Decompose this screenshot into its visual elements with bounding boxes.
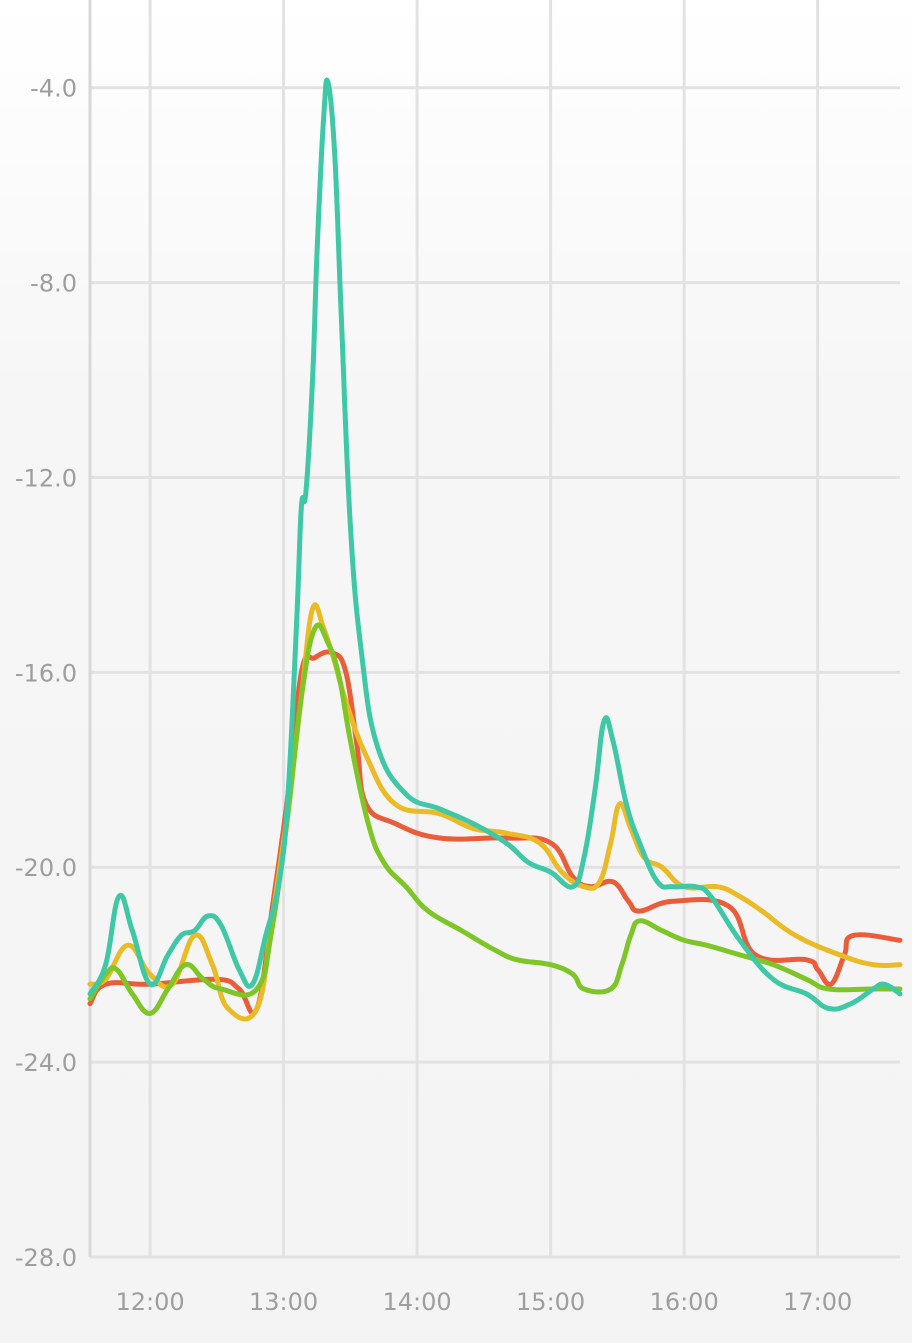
x-tick-label: 15:00 xyxy=(516,1288,585,1316)
series-line xyxy=(87,622,903,1016)
y-tick-label: -12.0 xyxy=(15,464,77,492)
x-tick-label: 12:00 xyxy=(115,1288,184,1316)
y-tick-label: -8.0 xyxy=(30,270,77,298)
y-tick-label: -28.0 xyxy=(15,1244,77,1272)
series-line xyxy=(87,77,903,1012)
x-tick-label: 17:00 xyxy=(783,1288,852,1316)
grid xyxy=(90,0,900,1259)
y-tick-label: -4.0 xyxy=(30,75,77,103)
x-tick-label: 14:00 xyxy=(383,1288,452,1316)
series-group xyxy=(87,77,903,1022)
y-tick-label: -16.0 xyxy=(15,659,77,687)
series-line xyxy=(87,602,903,1022)
x-tick-label: 16:00 xyxy=(650,1288,719,1316)
y-tick-label: -24.0 xyxy=(15,1049,77,1077)
tick-labels: 12:00 13:00 14:00 15:00 16:00 17:00 -4.0 -8.0 -1… xyxy=(15,75,852,1316)
x-tick-label: 13:00 xyxy=(249,1288,318,1316)
y-tick-label: -20.0 xyxy=(15,854,77,882)
